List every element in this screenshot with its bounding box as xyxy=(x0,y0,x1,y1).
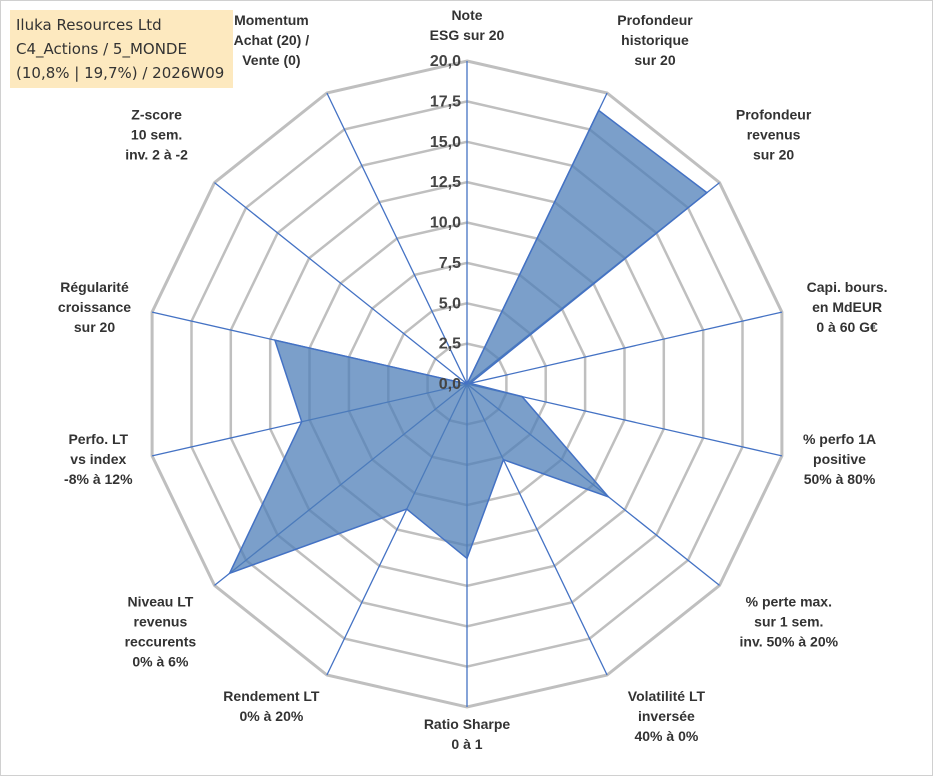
tick-label-4: 10,0 xyxy=(430,215,461,232)
axis-label-6-line-1: inversée xyxy=(638,708,695,724)
axis-label-4-line-1: positive xyxy=(813,451,866,467)
axis-label-2-line-2: sur 20 xyxy=(753,146,794,162)
portfolio-name: C4_Actions / 5_MONDE xyxy=(16,40,187,58)
tick-label-6: 15,0 xyxy=(430,134,461,151)
axis-label-9-line-3: 0% à 6% xyxy=(132,654,189,670)
axis-label-12-line-1: 10 sem. xyxy=(131,126,182,142)
axis-label-3-line-1: en MdEUR xyxy=(812,299,882,315)
tick-layer: 0,0 2,5 5,0 7,5 10,0 12,5 15,0 17,5 20,0 xyxy=(430,53,461,393)
axis-label-10-line-1: vs index xyxy=(70,451,126,467)
series-area xyxy=(228,109,709,575)
axis-label-0-line-1: ESG sur 20 xyxy=(430,27,505,43)
info-box: Iluka Resources Ltd C4_Actions / 5_MONDE… xyxy=(10,10,233,88)
tick-label-2: 5,0 xyxy=(439,295,461,312)
series-layer xyxy=(228,109,709,575)
axis-label-11-line-0: Régularité xyxy=(60,279,129,295)
axis-label-4-line-2: 50% à 80% xyxy=(804,471,876,487)
axis-label-10-line-0: Perfo. LT xyxy=(68,431,128,447)
axis-label-5-line-0: % perte max. xyxy=(746,594,832,610)
axis-label-1-line-2: sur 20 xyxy=(634,52,675,68)
axis-label-13-line-2: Vente (0) xyxy=(242,52,300,68)
tick-label-5: 12,5 xyxy=(430,174,461,191)
axis-label-1-line-0: Profondeur xyxy=(617,12,693,28)
axis-label-8-line-1: 0% à 20% xyxy=(239,708,303,724)
axis-label-3-line-2: 0 à 60 G€ xyxy=(816,319,878,335)
axis-label-9-line-2: reccurents xyxy=(125,634,197,650)
tick-label-7: 17,5 xyxy=(430,93,461,110)
axis-label-7-line-0: Ratio Sharpe xyxy=(424,716,511,732)
axis-label-12-line-2: inv. 2 à -2 xyxy=(125,146,188,162)
axis-label-11-line-2: sur 20 xyxy=(74,319,115,335)
tick-label-0: 0,0 xyxy=(439,376,461,393)
axis-label-13-line-1: Achat (20) / xyxy=(234,32,310,48)
axis-label-11-line-1: croissance xyxy=(58,299,131,315)
axis-label-3-line-0: Capi. bours. xyxy=(807,279,888,295)
axis-spoke-13 xyxy=(326,92,468,385)
axis-label-13-line-0: Momentum xyxy=(234,12,309,28)
label-layer: Note ESG sur 20 Profondeur historique sur 20… xyxy=(58,7,888,752)
company-name: Iluka Resources Ltd xyxy=(16,16,162,34)
axis-label-5-line-1: sur 1 sem. xyxy=(754,614,823,630)
tick-label-3: 7,5 xyxy=(439,255,461,272)
tick-label-1: 2,5 xyxy=(439,336,461,353)
axis-label-1-line-1: historique xyxy=(621,32,689,48)
axis-label-9-line-0: Niveau LT xyxy=(127,594,193,610)
axis-label-6-line-2: 40% à 0% xyxy=(634,728,698,744)
axis-label-4-line-0: % perfo 1A xyxy=(803,431,876,447)
axis-label-2-line-1: revenus xyxy=(747,126,801,142)
axis-label-10-line-2: -8% à 12% xyxy=(64,471,133,487)
axis-label-8-line-0: Rendement LT xyxy=(223,688,320,704)
axis-label-0-line-0: Note xyxy=(451,7,482,23)
tick-label-8: 20,0 xyxy=(430,53,461,70)
axis-label-2-line-0: Profondeur xyxy=(736,106,812,122)
axis-label-6-line-0: Volatilité LT xyxy=(628,688,706,704)
axis-spoke-12 xyxy=(214,182,468,385)
performance-week: (10,8% | 19,7%) / 2026W09 xyxy=(16,64,225,82)
axis-label-9-line-1: revenus xyxy=(134,614,188,630)
axis-spoke-3 xyxy=(466,311,783,385)
axis-label-5-line-2: inv. 50% à 20% xyxy=(740,634,839,650)
axis-label-7-line-1: 0 à 1 xyxy=(451,736,482,752)
axis-label-12-line-0: Z-score xyxy=(131,106,182,122)
